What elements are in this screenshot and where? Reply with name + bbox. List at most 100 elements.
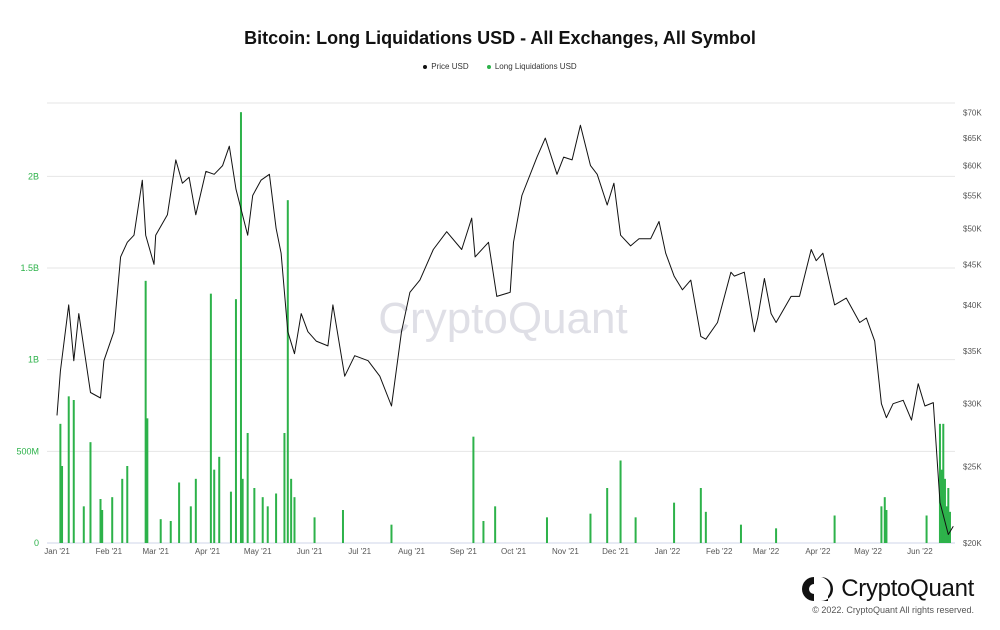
x-axis: Jan '21 Feb '21 Mar '21 Apr '21 May '21 Jun '…: [44, 547, 933, 556]
liquidation-bar: [589, 513, 592, 543]
liquidation-bars: [59, 112, 951, 544]
brand-logo[interactable]: CryptoQuant: [801, 574, 974, 604]
liquidation-bar: [545, 517, 548, 543]
liquidation-bar: [89, 442, 92, 543]
liquidation-bar: [880, 506, 883, 543]
x-tick-label: Nov '21: [552, 547, 579, 556]
liquidation-bar: [341, 510, 344, 543]
y-right-tick-label: $50K: [963, 224, 982, 233]
liquidation-bar: [99, 499, 102, 543]
x-tick-label: Mar '22: [753, 547, 780, 556]
y-left-tick-label: 1.5B: [20, 263, 39, 273]
liquidation-bar: [494, 506, 497, 543]
y-right-tick-label: $70K: [963, 109, 982, 118]
liquidation-bar: [159, 519, 162, 543]
legend-item-price[interactable]: Price USD: [423, 62, 471, 71]
x-tick-label: Dec '21: [602, 547, 629, 556]
x-tick-label: Oct '21: [501, 547, 527, 556]
liquidation-bar: [61, 466, 64, 543]
liquidation-bar: [189, 506, 192, 543]
y-right-tick-label: $35K: [963, 347, 982, 356]
price-line-path: [56, 124, 954, 535]
y-left-tick-label: 500M: [16, 446, 39, 456]
liquidation-bar: [111, 497, 114, 543]
x-tick-label: Jun '21: [297, 547, 323, 556]
y-right-tick-label: $45K: [963, 260, 982, 269]
liquidation-bar: [833, 515, 836, 543]
liquidation-bar: [275, 493, 278, 543]
liquidation-bar: [885, 510, 888, 543]
liquidation-bar: [209, 293, 212, 543]
liquidation-bar: [67, 396, 70, 543]
liquidation-bar: [213, 469, 216, 543]
liquidation-bar: [82, 506, 85, 543]
liquidation-bar: [942, 423, 945, 543]
liquidation-bar: [286, 200, 289, 543]
copyright-text: © 2022. CryptoQuant All rights reserved.: [812, 605, 974, 615]
liquidation-bar: [144, 280, 147, 543]
liquidation-bar: [699, 488, 702, 543]
legend-item-long-liquidations[interactable]: Long Liquidations USD: [486, 62, 577, 71]
legend-label-liquidations: Long Liquidations USD: [494, 62, 577, 71]
liquidation-bar: [704, 511, 707, 543]
x-tick-label: Feb '21: [96, 547, 123, 556]
chart-title: Bitcoin: Long Liquidations USD - All Exc…: [244, 28, 756, 48]
x-tick-label: Aug '21: [398, 547, 425, 556]
cryptoquant-logo-icon: [802, 577, 834, 601]
liquidation-bar: [59, 423, 62, 543]
y-axis-left: 0 500M 1B 1.5B 2B: [16, 171, 39, 548]
liquidation-bar: [146, 418, 149, 543]
chart-legend: Price USD Long Liquidations USD: [0, 62, 1000, 71]
x-tick-label: Sep '21: [450, 547, 477, 556]
liquidation-bar: [261, 497, 264, 543]
price-line: [56, 124, 954, 535]
liquidation-bar: [945, 506, 948, 543]
liquidation-bar: [293, 497, 296, 543]
liquidation-bar: [121, 478, 124, 543]
liquidation-bar: [234, 299, 237, 543]
liquidation-bar: [229, 491, 232, 543]
liquidation-bar: [283, 433, 286, 543]
liquidation-bar: [775, 528, 778, 543]
liquidation-bar: [925, 515, 928, 543]
liquidation-bar: [883, 497, 886, 543]
watermark-text: CryptoQuant: [378, 294, 627, 343]
liquidation-bar: [606, 488, 609, 543]
y-left-tick-label: 0: [34, 538, 39, 548]
liquidation-bar: [390, 524, 393, 543]
liquidation-bar: [266, 506, 269, 543]
x-tick-label: Jan '22: [655, 547, 681, 556]
legend-dot-liquidations: [486, 64, 491, 69]
liquidation-bar: [947, 488, 950, 543]
legend-label-price: Price USD: [431, 62, 469, 71]
x-tick-label: Jul '21: [348, 547, 371, 556]
liquidation-bar: [241, 478, 244, 543]
y-left-tick-label: 1B: [28, 355, 39, 365]
legend-dot-price: [423, 64, 428, 69]
y-right-tick-label: $20K: [963, 539, 982, 548]
liquidation-bar: [253, 488, 256, 543]
liquidation-bar: [948, 511, 951, 543]
x-tick-label: Feb '22: [706, 547, 733, 556]
liquidation-bar: [673, 502, 676, 543]
liquidation-bar: [472, 436, 475, 543]
y-left-tick-label: 2B: [28, 171, 39, 181]
liquidation-bar: [739, 524, 742, 543]
liquidation-bar: [126, 466, 129, 543]
x-tick-label: Apr '22: [805, 547, 831, 556]
liquidation-bar: [634, 517, 637, 543]
y-right-tick-label: $40K: [963, 301, 982, 310]
liquidation-bar: [169, 521, 172, 543]
liquidation-bar: [246, 433, 249, 543]
liquidation-bar: [938, 423, 941, 543]
x-tick-label: May '21: [244, 547, 272, 556]
liquidation-bar: [940, 469, 943, 543]
liquidation-bar: [239, 112, 242, 544]
liquidation-bar: [943, 478, 946, 543]
grid-lines: [47, 102, 955, 544]
liquidation-bar: [72, 400, 75, 543]
y-right-tick-label: $60K: [963, 162, 982, 171]
liquidation-bar: [482, 521, 485, 543]
liquidation-bar: [313, 517, 316, 543]
liquidation-bar: [218, 456, 221, 543]
